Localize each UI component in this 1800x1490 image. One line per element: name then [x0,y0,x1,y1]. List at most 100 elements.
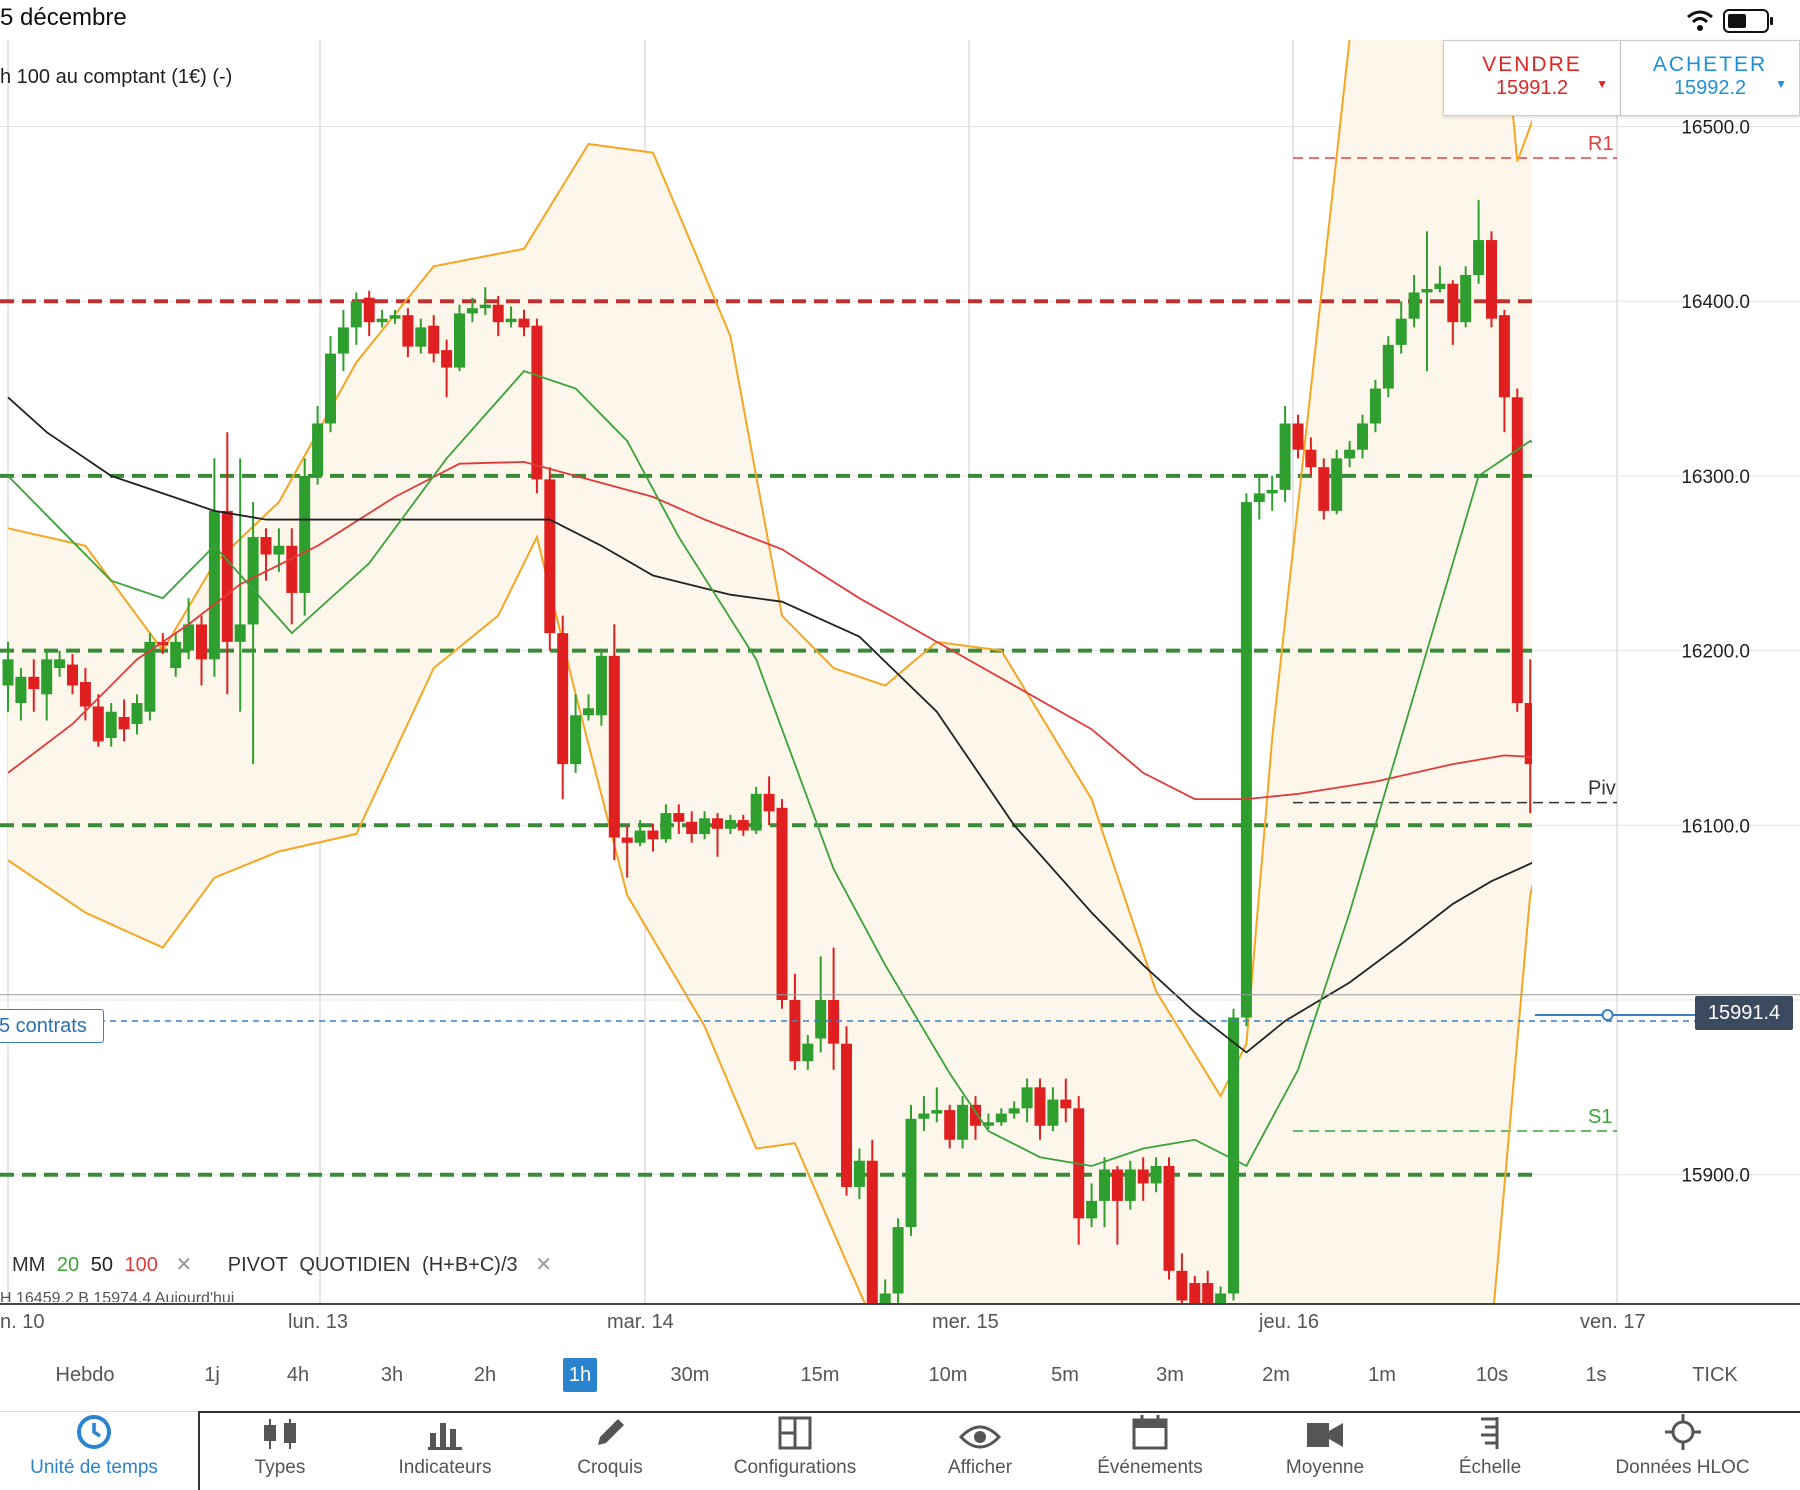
timeframe-30m[interactable]: 30m [670,1364,710,1386]
timeframe-4h[interactable]: 4h [286,1364,310,1386]
timeframe-1j[interactable]: 1j [204,1364,220,1386]
toolbar-label: Configurations [733,1457,857,1478]
y-tick-label: 16200.0 [1681,642,1750,663]
candle-body [518,318,530,328]
timeframe-1s[interactable]: 1s [1585,1364,1607,1386]
toolbar-sketch[interactable]: Croquis [550,1411,670,1490]
timeframe-10m[interactable]: 10m [928,1364,968,1386]
candle-body [1176,1270,1188,1301]
timeframe-10s[interactable]: 10s [1475,1364,1509,1386]
candle-body [557,633,569,765]
candle-body [1382,344,1394,389]
date-label: jeu. 16 [1259,1311,1320,1333]
candle-body [1189,1283,1201,1303]
timeframe-1h[interactable]: 1h [550,1339,610,1411]
candle-body [1228,1017,1239,1294]
timeframe-15m[interactable]: 15m [800,1364,840,1386]
candle-body [208,510,220,660]
buy-label: ACHETER [1652,53,1768,76]
candle-body [389,315,401,319]
timeframe-3m[interactable]: 3m [1156,1364,1184,1386]
candle-body [1318,467,1330,511]
candle-body [428,325,440,354]
toolbar-label: Moyenne [1285,1457,1365,1478]
toolbar-average[interactable]: Moyenne [1260,1411,1390,1490]
candle-body [1047,1099,1059,1126]
date-label: mar. 14 [607,1311,674,1333]
ma100-line [7,461,1532,800]
candle-body [1408,292,1420,319]
price-chart[interactable]: 16500.0 16400.0 16300.0 16200.0 16100.0 15900… [0,40,1800,1303]
candle-body [363,297,375,323]
candle-body [1486,240,1497,319]
timeframe-2m[interactable]: 2m [1262,1364,1290,1386]
toolbar-configurations[interactable]: Configurations [720,1411,870,1490]
candle-body [1111,1169,1123,1201]
candle-body [892,1227,904,1294]
candle-body [944,1110,956,1140]
candle-body [28,676,40,690]
sell-button[interactable]: VENDRE 15991.2 ▼ [1443,40,1621,116]
toolbar-label: Données HLOC [1615,1457,1750,1478]
candle-body [789,1000,801,1062]
toolbar-indicators[interactable]: Indicateurs [380,1411,510,1490]
toolbar-display[interactable]: Afficher [920,1411,1040,1490]
candle-body [1021,1087,1033,1109]
candle-body [350,301,362,328]
layout-icon [778,1416,812,1450]
status-icons [1687,9,1773,33]
ma20-line [7,370,1532,1168]
date-label: mer. 15 [932,1311,999,1333]
timeframe-1m[interactable]: 1m [1368,1364,1396,1386]
timeframe-5m[interactable]: 5m [1051,1364,1079,1386]
candle-body [1357,423,1368,450]
buy-button[interactable]: ACHETER 15992.2 ▼ [1621,40,1800,116]
candle-body [1266,489,1278,494]
candle-body [776,807,788,1000]
candle-body [2,659,14,686]
remove-mm-icon[interactable]: ✕ [175,1254,193,1276]
candle-body [312,423,324,476]
y-tick-label: 16300.0 [1681,467,1750,488]
timeframe-hebdo[interactable]: Hebdo [55,1364,115,1386]
toolbar-hloc-data[interactable]: Données HLOC [1595,1411,1770,1490]
candle-body [1240,502,1252,1018]
toolbar-divider [198,1411,1800,1490]
candle-body [183,624,195,651]
candle-body [1292,423,1304,450]
candle-body [1202,1283,1214,1303]
candle-body [1034,1087,1046,1126]
candle-body [1344,449,1356,459]
candle-body [196,624,207,660]
mm-50: 50 [90,1254,113,1276]
candle-body [1460,274,1472,323]
candle-body [763,793,775,812]
toolbar-types[interactable]: Types [220,1411,340,1490]
buy-dropdown-icon[interactable]: ▼ [1775,77,1787,91]
timeframe-2h[interactable]: 2h [473,1364,497,1386]
timeframe-3h[interactable]: 3h [380,1364,404,1386]
candle-body [337,327,349,354]
position-tag[interactable]: 5 contrats [0,1009,104,1043]
y-tick-label: 16400.0 [1681,292,1750,313]
toolbar-time-unit[interactable]: Unité de temps [14,1411,174,1490]
candle-body [234,624,246,642]
toolbar-scale[interactable]: Échelle [1430,1411,1550,1490]
sell-dropdown-icon[interactable]: ▼ [1596,77,1608,91]
candle-body [1369,388,1381,424]
hb-line: H 16459.2 B 15974.4 Aujourd'hui [0,1290,235,1302]
pivot-label: Piv [1588,778,1616,800]
candle-body [570,715,582,765]
buy-price: 15992.2 [1673,77,1747,99]
remove-pivot-icon[interactable]: ✕ [535,1254,552,1276]
candle-body [608,655,620,838]
candle-body [686,821,698,835]
candle-body [866,1160,878,1303]
toolbar-events[interactable]: Événements [1080,1411,1220,1490]
candles-icon [264,1419,296,1449]
bar-chart-icon [428,1423,462,1450]
bottom-toolbar: Unité de temps Types Indicateurs Croquis… [0,1411,1800,1490]
candle-body [815,1000,827,1039]
timeframe-tick[interactable]: TICK [1692,1364,1738,1386]
candle-body [647,830,659,840]
